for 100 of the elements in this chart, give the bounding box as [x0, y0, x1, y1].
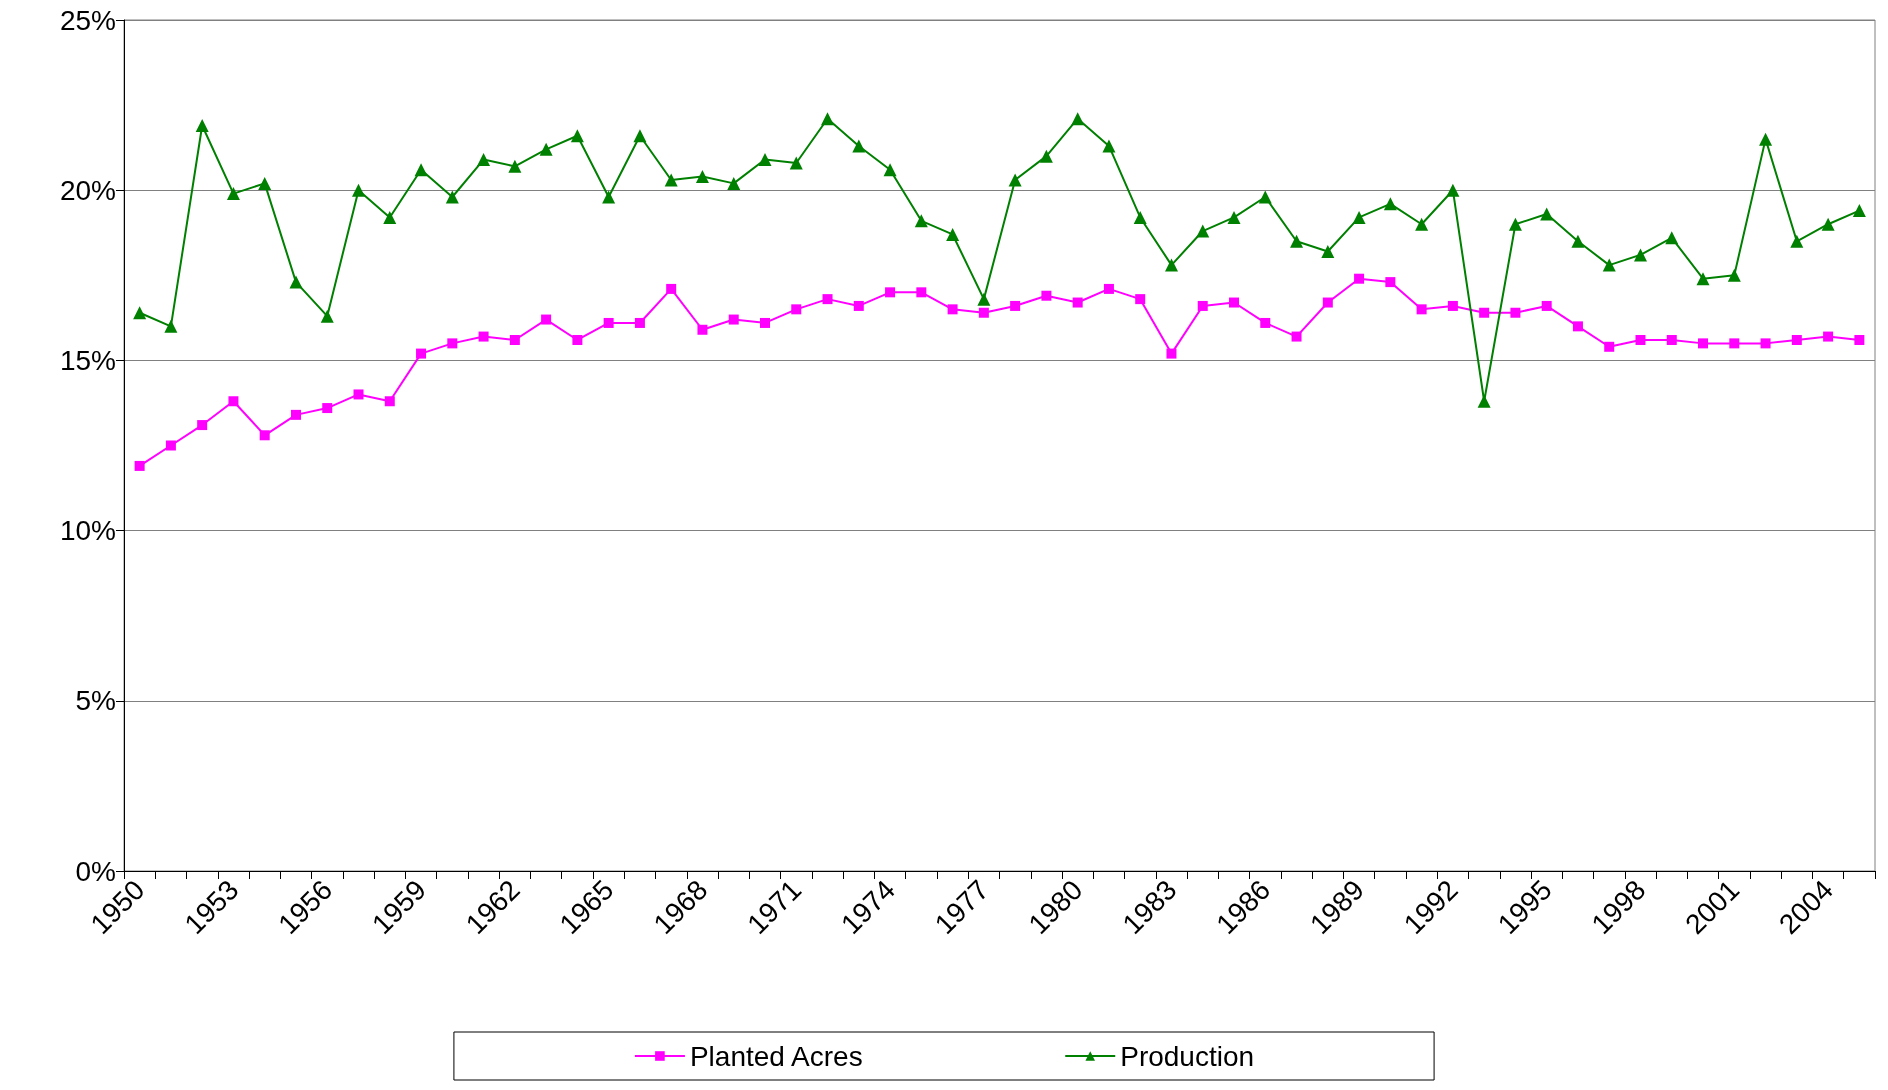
- point: [1635, 334, 1646, 345]
- legend-label: Production: [1120, 1040, 1255, 1072]
- point: [478, 331, 489, 342]
- point: [1103, 283, 1114, 294]
- point: [1698, 338, 1709, 349]
- point: [1729, 338, 1740, 349]
- point: [259, 430, 270, 441]
- point: [1010, 300, 1021, 311]
- point: [1666, 334, 1677, 345]
- point: [258, 176, 272, 190]
- point: [1164, 258, 1178, 272]
- point: [666, 283, 677, 294]
- point: [916, 287, 927, 298]
- y-tick-label: 10%: [59, 515, 116, 547]
- point: [1229, 297, 1240, 308]
- point: [1196, 224, 1210, 238]
- y-tick-label: 25%: [59, 4, 116, 36]
- point: [1759, 132, 1773, 146]
- point: [695, 170, 709, 184]
- point: [885, 287, 896, 298]
- point: [290, 409, 301, 420]
- point: [1540, 207, 1554, 221]
- point: [1633, 248, 1647, 262]
- point: [1727, 268, 1741, 282]
- point: [759, 317, 770, 328]
- point: [197, 420, 208, 431]
- point: [633, 129, 647, 143]
- point: [1790, 234, 1804, 248]
- point: [570, 129, 584, 143]
- point: [1415, 217, 1429, 231]
- point: [320, 309, 334, 323]
- point: [445, 190, 459, 204]
- point: [602, 190, 616, 204]
- point: [228, 396, 239, 407]
- point: [697, 324, 708, 335]
- point: [416, 348, 427, 359]
- point: [1447, 300, 1458, 311]
- point: [1352, 210, 1366, 224]
- legend-label: Planted Acres: [689, 1040, 863, 1072]
- point: [133, 306, 147, 320]
- point: [1665, 231, 1679, 245]
- point: [1260, 317, 1271, 328]
- point: [1572, 321, 1583, 332]
- point: [791, 304, 802, 315]
- y-tick-label: 0%: [75, 855, 116, 887]
- point: [1227, 210, 1241, 224]
- point: [946, 227, 960, 241]
- point: [947, 304, 958, 315]
- point: [977, 292, 991, 306]
- point: [758, 153, 772, 167]
- point: [1354, 273, 1365, 284]
- point: [1760, 338, 1771, 349]
- point: [603, 317, 614, 328]
- point: [1072, 297, 1083, 308]
- point: [1135, 294, 1146, 305]
- point: [1290, 234, 1304, 248]
- point: [539, 142, 553, 156]
- y-tick-label: 20%: [59, 174, 116, 206]
- point: [164, 319, 178, 333]
- point: [914, 214, 928, 228]
- point: [1823, 331, 1834, 342]
- point: [1791, 334, 1802, 345]
- point: [728, 314, 739, 325]
- point: [852, 139, 866, 153]
- point: [353, 389, 364, 400]
- point: [1102, 139, 1116, 153]
- point: [1385, 277, 1396, 288]
- point: [1258, 190, 1272, 204]
- point: [572, 334, 583, 345]
- point: [1821, 217, 1835, 231]
- point: [322, 403, 333, 414]
- point: [541, 314, 552, 325]
- point: [1041, 290, 1052, 301]
- point: [1696, 272, 1710, 286]
- y-tick-label: 15%: [59, 344, 116, 376]
- point: [1854, 334, 1865, 345]
- point: [1133, 210, 1147, 224]
- point: [1291, 331, 1302, 342]
- point: [509, 334, 520, 345]
- point: [853, 300, 864, 311]
- point: [1383, 197, 1397, 211]
- point: [1852, 204, 1866, 218]
- point: [1416, 304, 1427, 315]
- point: [226, 187, 240, 201]
- point: [1604, 341, 1615, 352]
- point: [883, 163, 897, 177]
- point: [821, 112, 835, 126]
- point: [1602, 258, 1616, 272]
- y-tick-label: 5%: [75, 685, 116, 717]
- point: [1321, 244, 1335, 258]
- point: [165, 440, 176, 451]
- point: [383, 210, 397, 224]
- point: [1008, 173, 1022, 187]
- point: [978, 307, 989, 318]
- point: [1322, 297, 1333, 308]
- point: [352, 183, 366, 197]
- point: [1541, 300, 1552, 311]
- point: [384, 396, 395, 407]
- point: [1508, 217, 1522, 231]
- point: [447, 338, 458, 349]
